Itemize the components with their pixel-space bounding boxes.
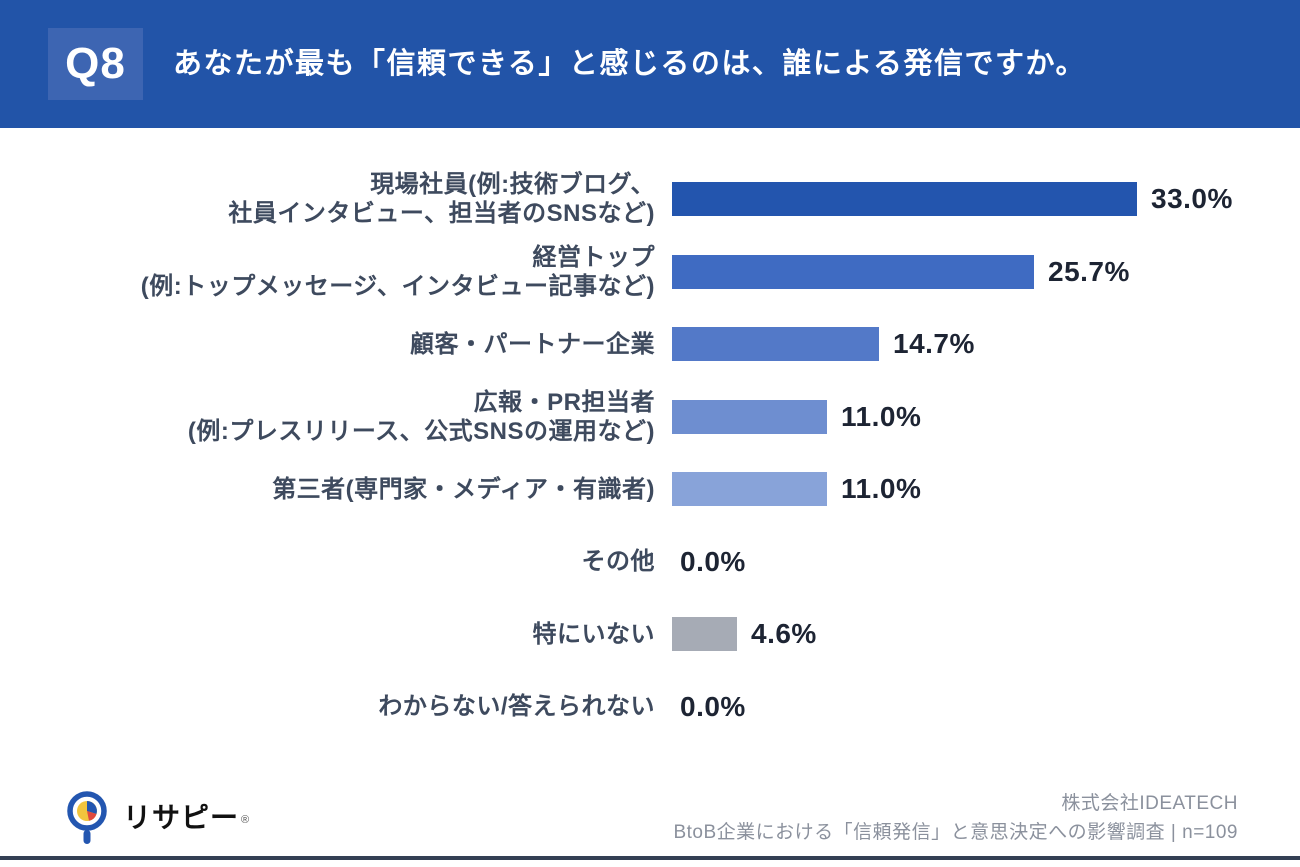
- chart-row: わからない/答えられない 0.0%: [0, 671, 1300, 744]
- value-label: 0.0%: [680, 690, 746, 722]
- footer: リサピー ® 株式会社IDEATECH BtoB企業における「信頼発信」と意思決…: [0, 780, 1300, 856]
- company-name: 株式会社IDEATECH: [1061, 793, 1238, 814]
- value-label: 33.0%: [1151, 183, 1233, 215]
- bar: [672, 327, 879, 362]
- value-label: 25.7%: [1048, 255, 1130, 287]
- survey-title: BtoB企業における「信頼発信」と意思決定への影響調査 | n=109: [673, 822, 1238, 843]
- survey-credit: 株式会社IDEATECH BtoB企業における「信頼発信」と意思決定への影響調査…: [673, 789, 1238, 847]
- bar: [672, 399, 827, 434]
- chart-row: 顧客・パートナー企業 14.7%: [0, 308, 1300, 381]
- bar: [672, 182, 1137, 217]
- bar-zone: 25.7%: [672, 254, 1130, 289]
- chart-row: 特にいない 4.6%: [0, 598, 1300, 671]
- chart-row: 第三者(専門家・メディア・有識者) 11.0%: [0, 453, 1300, 526]
- category-label: 顧客・パートナー企業: [410, 330, 655, 358]
- chart-row: その他 0.0%: [0, 526, 1300, 599]
- category-label: 特にいない: [532, 620, 655, 648]
- value-label: 14.7%: [893, 328, 975, 360]
- category-label: 現場社員(例:技術ブログ、 社員インタビュー、担当者のSNSなど): [228, 171, 655, 228]
- bar-zone: 0.0%: [672, 691, 746, 723]
- value-label: 0.0%: [680, 545, 746, 577]
- category-label: その他: [581, 548, 655, 576]
- brand-name: リサピー: [123, 802, 240, 833]
- bar: [672, 617, 737, 652]
- chart-row: 現場社員(例:技術ブログ、 社員インタビュー、担当者のSNSなど) 33.0%: [0, 163, 1300, 236]
- bar-zone: 0.0%: [672, 546, 746, 578]
- bottom-divider-rule: [0, 856, 1300, 860]
- resapi-pin-pie-icon: [67, 791, 107, 844]
- bar: [672, 254, 1034, 289]
- value-label: 4.6%: [751, 618, 817, 650]
- bar-zone: 33.0%: [672, 182, 1233, 217]
- question-title: あなたが最も「信頼できる」と感じるのは、誰による発信ですか。: [173, 47, 1086, 80]
- category-label: 第三者(専門家・メディア・有識者): [272, 475, 655, 503]
- category-label: わからない/答えられない: [378, 693, 655, 721]
- bar-zone: 11.0%: [672, 472, 922, 507]
- registered-mark: ®: [241, 814, 250, 826]
- chart-row: 経営トップ (例:トップメッセージ、インタビュー記事など) 25.7%: [0, 236, 1300, 309]
- value-label: 11.0%: [841, 400, 922, 432]
- bar-zone: 4.6%: [672, 617, 817, 652]
- bar-zone: 14.7%: [672, 327, 975, 362]
- brand-logo: リサピー ®: [62, 788, 249, 848]
- bar-zone: 11.0%: [672, 399, 922, 434]
- category-label: 経営トップ (例:トップメッセージ、インタビュー記事など): [140, 243, 655, 300]
- bar: [672, 472, 827, 507]
- horizontal-bar-chart: 現場社員(例:技術ブログ、 社員インタビュー、担当者のSNSなど) 33.0% 経営ト…: [0, 163, 1300, 743]
- question-header: Q8 あなたが最も「信頼できる」と感じるのは、誰による発信ですか。: [0, 0, 1300, 128]
- value-label: 11.0%: [841, 473, 922, 505]
- question-number-badge: Q8: [48, 28, 143, 100]
- chart-row: 広報・PR担当者 (例:プレスリリース、公式SNSの運用など) 11.0%: [0, 381, 1300, 454]
- category-label: 広報・PR担当者 (例:プレスリリース、公式SNSの運用など): [187, 388, 655, 445]
